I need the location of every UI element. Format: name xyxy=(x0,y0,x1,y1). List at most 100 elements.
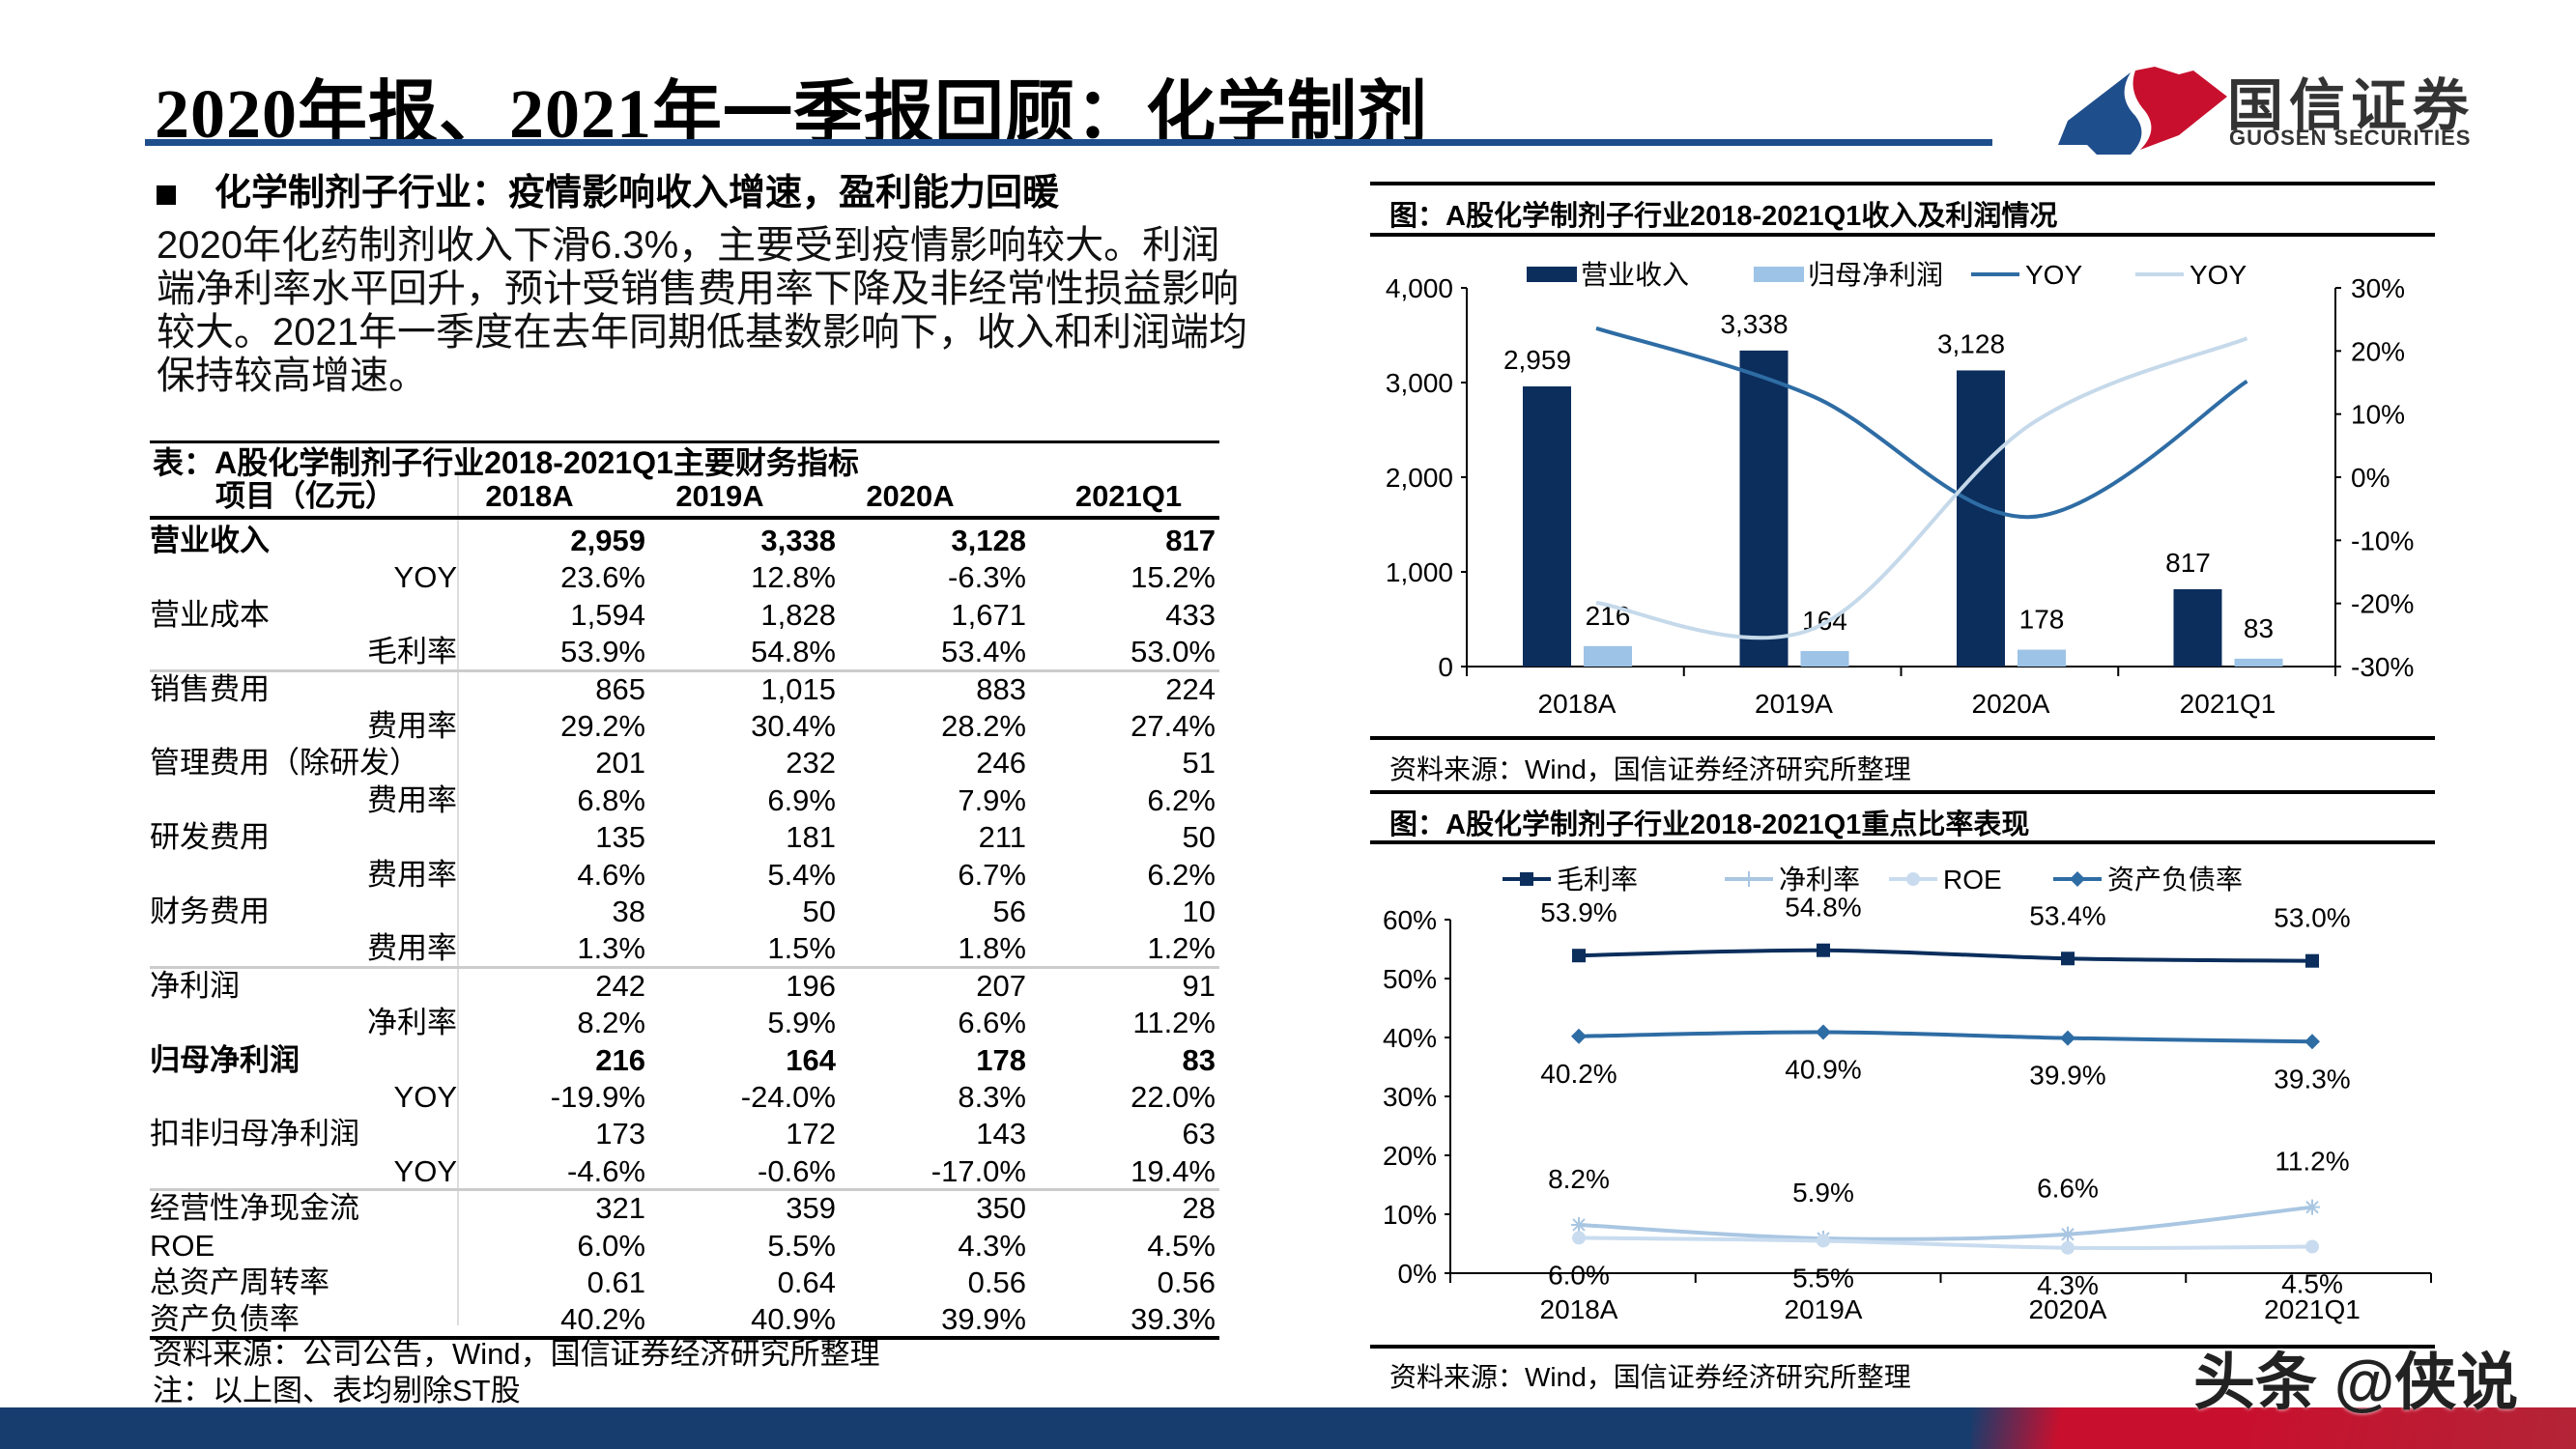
cell-value: -17.0% xyxy=(930,1153,1026,1188)
cell-value: 135 xyxy=(595,820,645,855)
legend-label: 营业收入 xyxy=(1581,260,1689,290)
star-marker xyxy=(2304,1199,2320,1215)
column-header: 2021Q1 xyxy=(1074,479,1183,513)
data-label: 11.2% xyxy=(2275,1147,2349,1177)
column-divider xyxy=(457,475,459,1325)
diamond-marker xyxy=(2060,1030,2075,1046)
circle-marker xyxy=(2061,1240,2075,1255)
star-marker xyxy=(2060,1226,2075,1242)
table-row: YOY -19.9% -24.0% 8.3% 22.0% xyxy=(150,1078,1219,1117)
cell-value: 1,594 xyxy=(570,597,645,632)
cell-value: -24.0% xyxy=(740,1080,836,1114)
profit-bar xyxy=(2018,649,2066,667)
row-label: 归母净利润 xyxy=(150,1042,300,1077)
y-tick-label: 30% xyxy=(1383,1082,1437,1112)
cell-value: 6.0% xyxy=(577,1228,645,1263)
row-label: 财务费用 xyxy=(150,895,270,928)
legend-label: 毛利率 xyxy=(1557,865,1638,895)
cell-value: 15.2% xyxy=(1131,560,1216,595)
cell-value: 1.2% xyxy=(1147,931,1216,966)
square-marker xyxy=(2305,953,2319,968)
circle-marker xyxy=(1817,1234,1830,1248)
table-bottom-rule xyxy=(150,1335,1219,1340)
y2-tick-label: -30% xyxy=(2351,652,2414,682)
cell-value: 0.61 xyxy=(587,1265,645,1299)
diamond-marker xyxy=(1571,1028,1587,1044)
cell-value: 0.56 xyxy=(1157,1265,1216,1299)
table-row: 经营性净现金流 321 359 350 28 xyxy=(150,1189,1219,1228)
y2-tick-label: 0% xyxy=(2351,463,2390,493)
series-line-0 xyxy=(1578,948,2313,963)
legend-circle-icon xyxy=(1906,872,1920,886)
summary-paragraph: 2020年化药制剂收入下滑6.3%，主要受到疫情影响较大。利润端净利率水平回升，… xyxy=(157,224,1247,397)
cell-value: 29.2% xyxy=(560,709,645,743)
cell-value: 0.64 xyxy=(777,1265,836,1299)
y-tick-label: 3,000 xyxy=(1386,368,1453,398)
revenue-profit-chart: 0 1,000 2,000 3,000 4,000 -30% -20% -10% 0% 10% 20… xyxy=(1386,260,2414,719)
cell-value: 1,015 xyxy=(760,671,836,706)
diamond-marker xyxy=(1816,1024,1831,1040)
cell-value: 1.8% xyxy=(958,931,1026,966)
data-label: 4.3% xyxy=(2037,1270,2099,1300)
cell-value: 1,828 xyxy=(760,597,836,632)
table-row: YOY -4.6% -0.6% -17.0% 19.4% xyxy=(150,1152,1219,1191)
cell-value: 817 xyxy=(1165,524,1216,557)
table-row: 研发费用 135 181 211 50 xyxy=(150,818,1219,857)
cell-value: 6.9% xyxy=(767,782,836,817)
section-heading-text: 化学制剂子行业：疫情影响收入增速，盈利能力回暖 xyxy=(215,173,1060,213)
cell-value: 12.8% xyxy=(751,560,836,595)
y2-tick-label: -20% xyxy=(2351,589,2414,619)
x-tick-label: 2018A xyxy=(1540,1294,1618,1324)
legend-swatch xyxy=(1754,267,1804,282)
cell-value: 172 xyxy=(786,1117,836,1151)
cell-value: 6.7% xyxy=(958,857,1026,892)
row-label: 费用率 xyxy=(367,782,457,817)
table-row: 费用率 6.8% 6.9% 7.9% 6.2% xyxy=(150,781,1219,820)
y2-tick-label: 20% xyxy=(2351,336,2405,366)
y-tick-label: 20% xyxy=(1383,1141,1437,1171)
revenue-bar xyxy=(1523,386,1571,667)
row-label: ROE xyxy=(150,1228,215,1263)
cell-value: 53.4% xyxy=(941,635,1026,669)
x-tick-label: 2021Q1 xyxy=(2264,1294,2361,1324)
cell-value: 3,128 xyxy=(951,524,1026,557)
row-label: 费用率 xyxy=(367,857,457,892)
cell-value: -4.6% xyxy=(567,1153,645,1188)
square-marker xyxy=(1572,949,1586,963)
cell-value: 40.2% xyxy=(560,1302,645,1337)
key-ratios-chart: 0% 10% 20% 30% 40% 50% 60% 2018A 2019A 2020A 2021Q… xyxy=(1383,865,2432,1324)
cell-value: 50 xyxy=(1182,820,1216,855)
data-label: 5.5% xyxy=(1792,1263,1854,1293)
cell-value: 51 xyxy=(1182,746,1216,781)
chart1-source: 资料来源：Wind，国信证券经济研究所整理 xyxy=(1389,754,1911,784)
cell-value: 7.9% xyxy=(958,782,1026,817)
legend-square-icon xyxy=(1520,872,1533,886)
legend-label: 净利率 xyxy=(1779,865,1860,895)
row-label: 总资产周转率 xyxy=(150,1265,329,1299)
column-header: 2019A xyxy=(675,479,764,513)
legend-star-icon xyxy=(1741,871,1757,887)
row-label: 扣非归母净利润 xyxy=(150,1117,359,1151)
column-header: 项目（亿元） xyxy=(215,479,395,513)
cell-value: 883 xyxy=(976,671,1026,706)
chart2-bottom-rule xyxy=(1370,1345,2435,1349)
chart1-bottom-rule xyxy=(1370,736,2435,740)
cell-value: 216 xyxy=(595,1042,645,1077)
row-label: 经营性净现金流 xyxy=(150,1191,359,1226)
x-tick-label: 2020A xyxy=(2029,1294,2107,1324)
bar-data-label: 3,338 xyxy=(1720,309,1788,339)
cell-value: 3,338 xyxy=(760,524,836,557)
bar-data-label: 817 xyxy=(2165,548,2211,578)
cell-value: 6.6% xyxy=(958,1006,1026,1040)
table-header-row: 项目（亿元） 2018A 2019A 2020A 2021Q1 xyxy=(150,477,1219,516)
x-tick-label: 2018A xyxy=(1538,689,1617,719)
y-tick-label: 0 xyxy=(1438,652,1453,682)
cell-value: 4.5% xyxy=(1147,1228,1216,1263)
chart2-title: 图：A股化学制剂子行业2018-2021Q1重点比率表现 xyxy=(1389,810,2030,840)
row-label: 净利润 xyxy=(150,968,240,1003)
cell-value: 6.2% xyxy=(1147,782,1216,817)
data-label: 53.0% xyxy=(2274,903,2350,933)
legend-label: 资产负债率 xyxy=(2107,865,2243,895)
revenue-bar xyxy=(1957,370,2005,667)
data-label: 53.4% xyxy=(2029,900,2105,930)
